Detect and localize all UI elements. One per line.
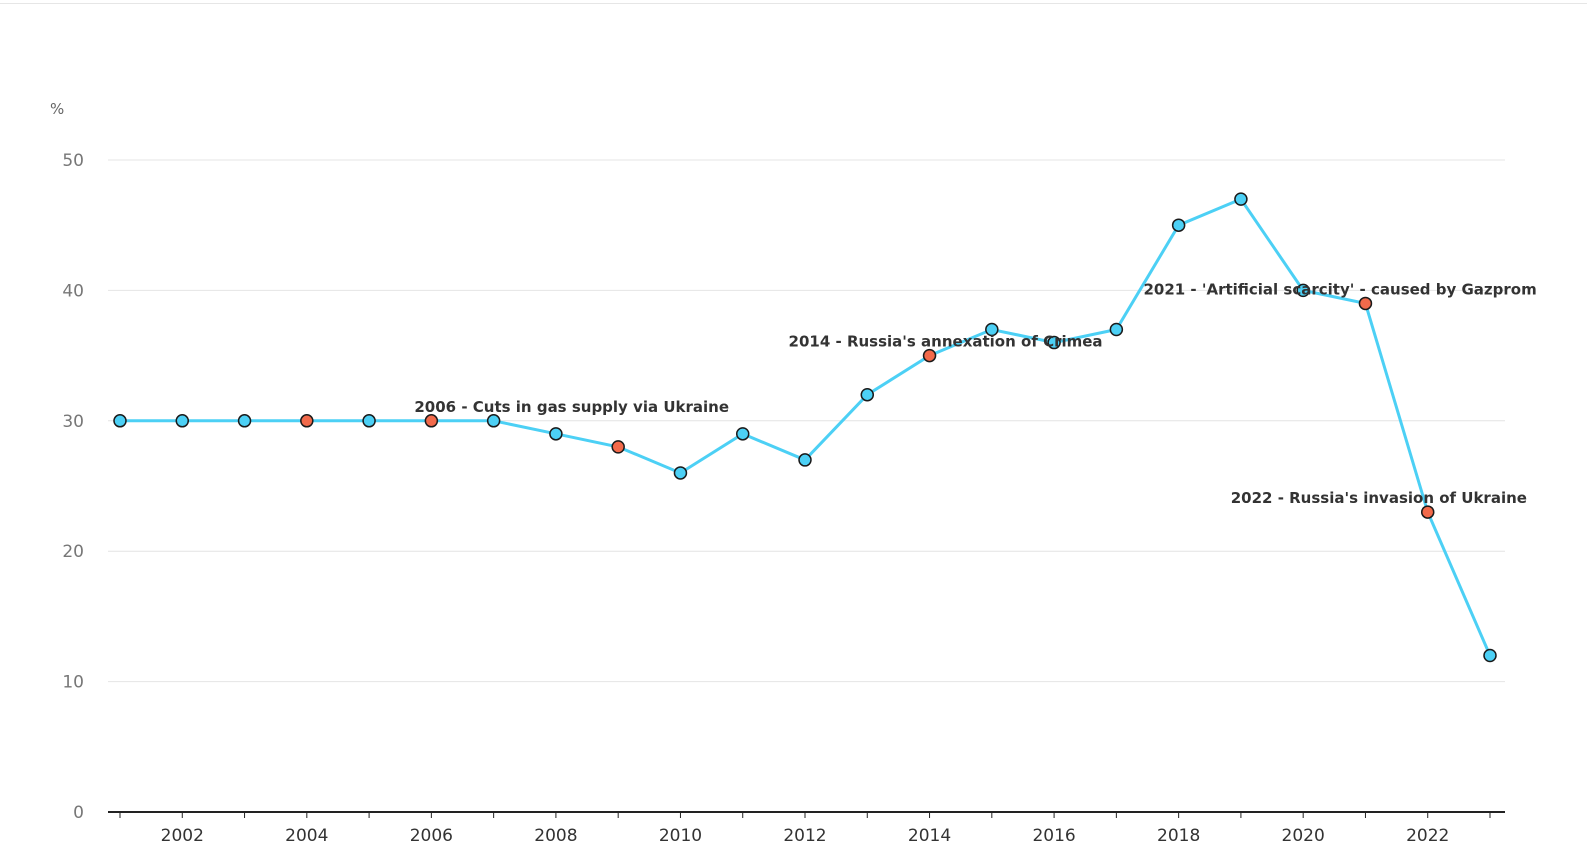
x-tick-label: 2008 bbox=[534, 826, 577, 846]
data-point-2019[interactable] bbox=[1234, 192, 1248, 206]
annotation-label: 2006 - Cuts in gas supply via Ukraine bbox=[414, 398, 729, 416]
data-point-2020[interactable] bbox=[1296, 283, 1310, 298]
data-point-2003[interactable] bbox=[237, 414, 252, 428]
data-point-2001[interactable] bbox=[113, 414, 127, 428]
y-tick-label: 40 bbox=[62, 281, 84, 301]
data-point-highlighted-2004[interactable] bbox=[300, 414, 314, 428]
x-tick-label: 2020 bbox=[1282, 826, 1325, 846]
x-tick-label: 2012 bbox=[783, 826, 826, 846]
x-tick-label: 2010 bbox=[659, 826, 702, 846]
y-tick-label: 50 bbox=[62, 151, 84, 171]
x-tick-label: 2022 bbox=[1406, 826, 1449, 846]
x-tick-label: 2016 bbox=[1032, 826, 1075, 846]
x-tick-label: 2004 bbox=[285, 826, 328, 846]
data-point-2017[interactable] bbox=[1109, 322, 1124, 337]
y-tick-label: 10 bbox=[62, 673, 84, 693]
x-tick-label: 2006 bbox=[410, 826, 453, 846]
y-tick-label: 0 bbox=[73, 803, 84, 823]
data-point-2007[interactable] bbox=[486, 414, 501, 428]
data-point-highlighted-2021[interactable] bbox=[1358, 296, 1373, 311]
data-point-2008[interactable] bbox=[549, 427, 563, 441]
data-point-2010[interactable] bbox=[673, 466, 688, 480]
y-tick-label: 20 bbox=[62, 542, 84, 562]
y-axis-unit-label: % bbox=[50, 100, 64, 118]
data-point-2015[interactable] bbox=[985, 322, 999, 337]
data-point-highlighted-2022[interactable] bbox=[1420, 505, 1435, 519]
data-points bbox=[113, 192, 1497, 663]
data-point-2018[interactable] bbox=[1171, 218, 1186, 232]
x-tick-label: 2014 bbox=[908, 826, 951, 846]
data-point-highlighted-2006[interactable] bbox=[424, 414, 439, 428]
data-point-2012[interactable] bbox=[798, 453, 812, 467]
annotations: 2006 - Cuts in gas supply via Ukraine 201… bbox=[414, 280, 1536, 507]
annotation-label: 2022 - Russia's invasion of Ukraine bbox=[1231, 489, 1527, 507]
data-point-highlighted-2009[interactable] bbox=[611, 440, 625, 454]
data-point-highlighted-2014[interactable] bbox=[922, 348, 937, 363]
annotation-label: 2021 - 'Artificial scarcity' - caused by… bbox=[1143, 280, 1536, 298]
data-point-2023[interactable] bbox=[1483, 648, 1497, 663]
data-point-2016[interactable] bbox=[1047, 335, 1061, 350]
data-point-2011[interactable] bbox=[735, 427, 750, 441]
data-point-2002[interactable] bbox=[175, 414, 190, 428]
data-point-2013[interactable] bbox=[860, 387, 875, 402]
top-divider bbox=[0, 3, 1587, 4]
y-tick-label: 30 bbox=[62, 412, 84, 432]
x-tick-label: 2002 bbox=[161, 826, 204, 846]
y-axis-ticks: 0 10 20 30 40 50 bbox=[62, 151, 84, 823]
x-axis: 2002 2004 2006 2008 2010 2012 2014 2016 2018 2020… bbox=[108, 811, 1505, 846]
data-point-2005[interactable] bbox=[362, 414, 376, 428]
series-line bbox=[120, 197, 1492, 657]
annotation-label: 2014 - Russia's annexation of Crimea bbox=[789, 333, 1103, 351]
x-tick-label: 2018 bbox=[1157, 826, 1200, 846]
